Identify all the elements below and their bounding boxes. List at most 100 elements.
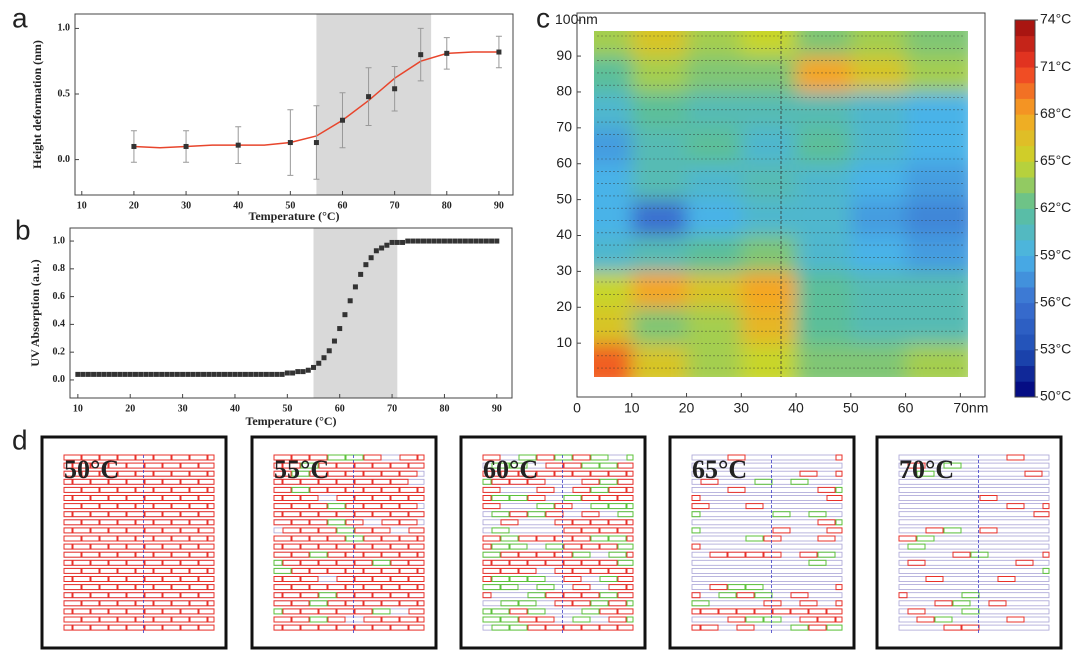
brick [171,535,190,542]
brick [162,543,181,550]
x-tick-label: 60 [898,400,914,416]
brick [491,576,510,582]
track [898,527,1050,534]
data-point [216,371,222,377]
brick [135,567,154,574]
brick [171,486,190,493]
data-point [180,371,186,377]
colorbar-band [1015,35,1035,52]
brick [153,535,172,542]
brick [572,454,591,461]
brick [90,608,109,615]
data-point [132,371,138,377]
brick [273,470,292,477]
brick [898,535,917,542]
brick [482,592,492,599]
brick [554,600,573,607]
brick [291,584,310,591]
heat-cell [686,235,742,272]
colorbar-band [1015,82,1035,99]
brick [617,543,634,550]
brick [943,527,962,534]
brick [691,503,710,510]
brick [273,511,283,518]
colorbar-band [1015,318,1035,335]
brick [518,567,537,574]
brick [745,535,764,542]
brick [309,454,328,461]
brick [835,616,843,623]
brick [952,600,971,607]
brick [327,470,346,477]
brick [189,503,208,510]
heat-cell [631,235,688,272]
heat-cell [796,56,852,93]
brick [500,600,519,607]
data-point [358,271,364,277]
brick [144,495,163,501]
brick [63,527,73,534]
heat-cell [741,56,797,93]
brick [979,495,998,501]
data-point [101,371,107,377]
data-point [279,371,285,377]
brick [180,511,199,518]
brick [390,559,409,566]
brick [363,486,382,493]
brick [108,543,127,550]
brick [309,519,328,526]
brick [727,584,746,591]
brick [63,486,82,493]
brick [300,495,319,501]
brick [408,576,425,582]
brick [318,511,337,518]
brick [99,535,118,542]
brick [117,535,136,542]
data-point [96,371,102,377]
brick [72,462,91,469]
colorbar-label: 68°C [1040,105,1071,121]
schematic-title: 60°C [483,455,538,484]
x-tick-label: 50 [843,400,859,416]
brick [1033,511,1050,518]
heat-cell [686,199,742,237]
data-point [389,239,395,245]
heat-cell [796,31,852,57]
heat-cell [686,271,742,308]
brick [180,478,199,485]
brick [617,478,634,485]
brick [135,454,154,461]
brick [126,624,145,631]
brick [273,519,292,526]
brick [835,600,843,607]
panel-label: c [536,2,550,33]
brick [408,592,425,599]
heat-cell [741,271,797,308]
y-tick-label: 0.6 [53,291,66,302]
x-tick-label: 10 [73,403,83,414]
brick [345,551,364,558]
brick [554,535,573,542]
data-point [352,284,358,290]
brick [300,478,319,485]
brick [408,559,425,566]
brick [63,462,73,469]
brick [171,616,190,623]
brick [336,462,355,469]
brick [790,624,809,631]
brick [399,551,418,558]
brick [144,478,163,485]
brick [545,511,564,518]
data-point [242,371,248,377]
brick [207,503,215,510]
heat-cell [631,31,688,57]
brick [763,616,782,623]
colorbar-band [1015,239,1035,257]
brick [500,584,519,591]
brick [590,519,609,526]
brick [282,559,301,566]
colorbar-label: 62°C [1040,199,1071,215]
data-point [342,312,348,318]
brick [527,511,546,518]
brick [536,584,555,591]
